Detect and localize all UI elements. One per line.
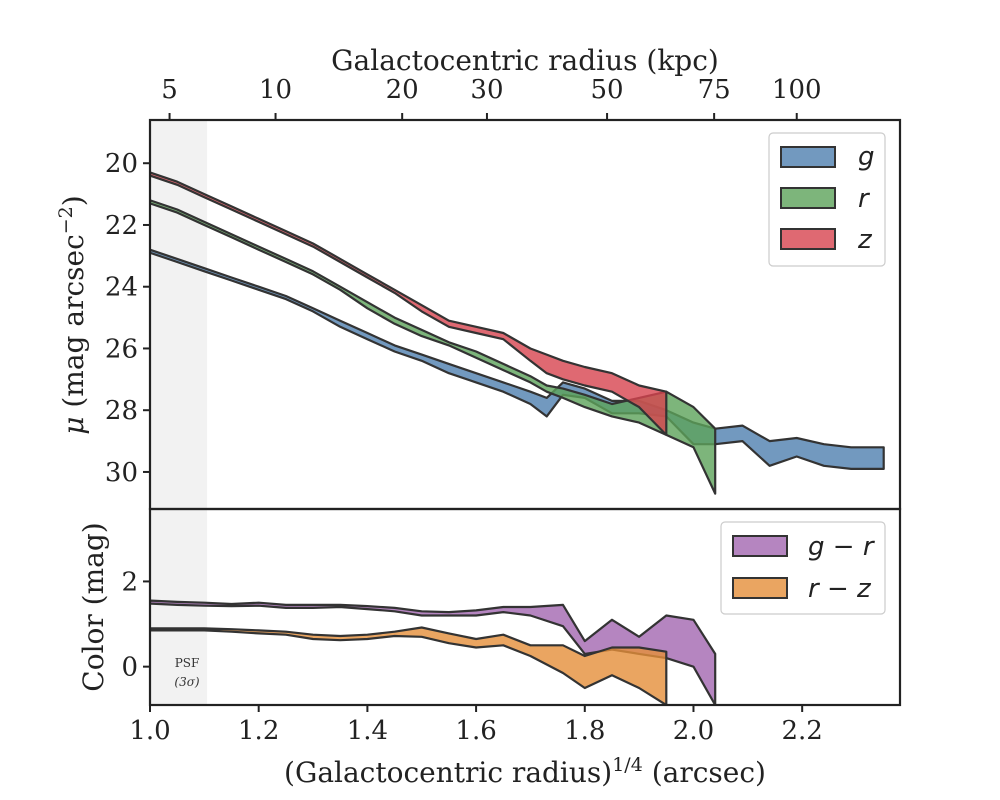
kpc-tick-label: 5 bbox=[161, 75, 178, 105]
bottom-y-axis-label: Color (mag) bbox=[77, 522, 110, 691]
kpc-tick-label: 100 bbox=[772, 75, 822, 105]
kpc-tick-label: 20 bbox=[386, 75, 419, 105]
kpc-tick-label: 50 bbox=[591, 75, 624, 105]
color-band-rz bbox=[151, 626, 668, 704]
legend-swatch-r bbox=[780, 187, 836, 209]
legend-swatch-z bbox=[780, 228, 836, 250]
bottom-x-axis-label: (Galactocentric radius)1/4 (arcsec) bbox=[284, 754, 766, 789]
top-legend: g r z bbox=[768, 132, 886, 267]
psf-region-bottom bbox=[150, 509, 208, 705]
kpc-tick-label: 10 bbox=[259, 75, 292, 105]
legend-label-r: r bbox=[858, 184, 871, 214]
bottom-legend: g − r r − z bbox=[720, 521, 886, 615]
x-tick-label: 1.6 bbox=[455, 716, 496, 746]
top-x-axis: 5 10 20 30 50 75 100 bbox=[161, 75, 822, 120]
color-y-tick-label: 2 bbox=[121, 567, 138, 597]
bottom-x-axis: 1.0 1.2 1.4 1.6 1.8 2.0 2.2 bbox=[129, 705, 823, 746]
mu-band-g bbox=[151, 248, 885, 470]
mu-band-z bbox=[151, 171, 668, 436]
color-band-gr bbox=[151, 599, 717, 704]
x-tick-label: 1.8 bbox=[564, 716, 605, 746]
legend-swatch-g-r bbox=[732, 535, 788, 557]
legend-label-z: z bbox=[857, 225, 873, 255]
legend-swatch-r-z bbox=[732, 577, 788, 599]
kpc-tick-label: 30 bbox=[470, 75, 503, 105]
y-tick-label: 28 bbox=[105, 396, 138, 426]
y-tick-label: 30 bbox=[105, 458, 138, 488]
x-tick-label: 2.2 bbox=[781, 716, 822, 746]
x-tick-label: 1.2 bbox=[238, 716, 279, 746]
x-tick-label: 2.0 bbox=[673, 716, 714, 746]
bottom-panel-frame bbox=[148, 507, 902, 707]
mu-band-r bbox=[151, 199, 717, 495]
y-tick-label: 26 bbox=[105, 334, 138, 364]
surface-brightness-series bbox=[151, 171, 885, 495]
psf-sigma-label: (3σ) bbox=[174, 675, 200, 689]
legend-label-g: g bbox=[858, 142, 875, 172]
psf-label: PSF bbox=[175, 656, 200, 670]
y-tick-label: 20 bbox=[105, 149, 138, 179]
top-y-axis-label: μ (mag arcsec−2) bbox=[55, 195, 90, 434]
x-tick-label: 1.4 bbox=[347, 716, 388, 746]
legend-label-r-z: r − z bbox=[808, 574, 872, 604]
top-y-axis: 20 22 24 26 28 30 bbox=[105, 149, 150, 488]
color-series bbox=[151, 599, 717, 704]
top-x-axis-label: Galactocentric radius (kpc) bbox=[331, 44, 719, 77]
y-tick-label: 22 bbox=[105, 211, 138, 241]
kpc-tick-label: 75 bbox=[698, 75, 731, 105]
bottom-y-axis: 02 bbox=[121, 567, 150, 683]
legend-swatch-g bbox=[780, 146, 836, 168]
x-tick-label: 1.0 bbox=[129, 716, 170, 746]
legend-label-g-r: g − r bbox=[808, 532, 876, 562]
color-y-tick-label: 0 bbox=[121, 653, 138, 683]
y-tick-label: 24 bbox=[105, 273, 138, 303]
